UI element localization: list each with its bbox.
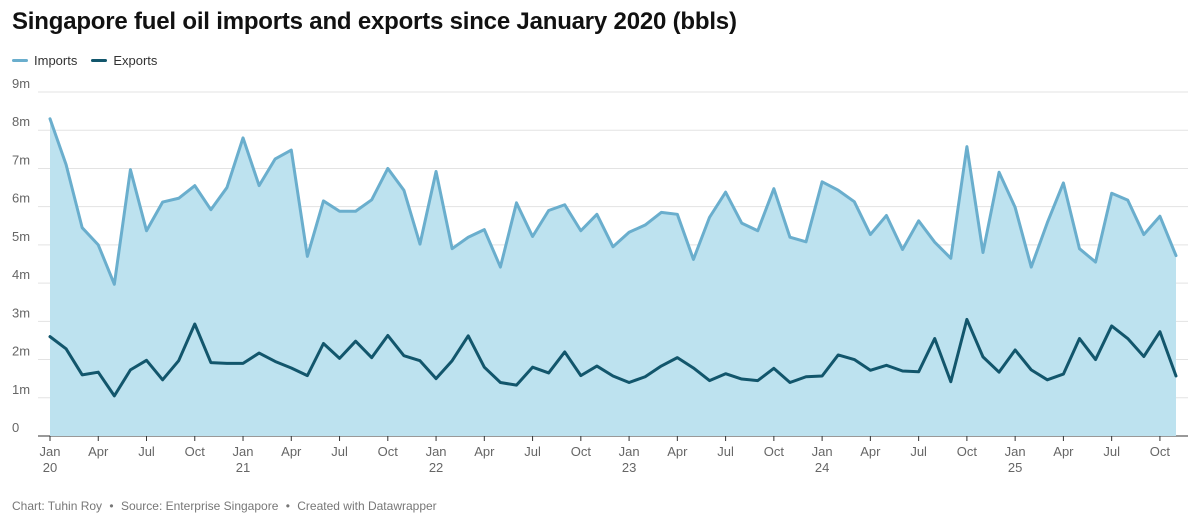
legend-label-exports: Exports [113,53,158,68]
footer: Chart: Tuhin Roy • Source: Enterprise Si… [12,499,437,513]
x-tick-year-label: 23 [622,460,636,475]
x-tick-label: Oct [571,444,592,459]
y-tick-label: 1m [12,382,30,397]
x-tick-label: Jul [717,444,734,459]
y-tick-label: 4m [12,267,30,282]
series-lines [48,117,1178,398]
footer-separator: • [109,499,114,513]
x-tick-label: Apr [474,444,495,459]
x-tick-year-label: 25 [1008,460,1022,475]
imports-line [48,117,1178,286]
exports-line [48,317,1178,398]
y-tick-label: 9m [12,76,30,91]
x-tick-year-label: 21 [236,460,250,475]
x-tick-label: Apr [667,444,688,459]
legend-item-exports: Exports [91,53,157,68]
exports-swatch [91,59,108,62]
imports-area-layer [50,118,1176,436]
x-tick-label: Jul [910,444,927,459]
x-tick-label: Jan [619,444,640,459]
y-tick-label: 2m [12,344,30,359]
x-tick-label: Jan [233,444,254,459]
x-tick-label: Jan [812,444,833,459]
x-tick-label: Oct [1150,444,1171,459]
imports-area [50,118,1176,436]
x-tick-label: Apr [860,444,881,459]
x-tick-label: Apr [88,444,109,459]
x-tick-label: Jan [1005,444,1026,459]
footer-created-with: Created with Datawrapper [297,499,437,513]
x-tick-label: Jan [40,444,61,459]
x-tick-label: Jul [524,444,541,459]
x-tick-label: Oct [764,444,785,459]
x-tick-year-label: 20 [43,460,57,475]
y-tick-label: 7m [12,152,30,167]
x-tick-year-label: 24 [815,460,829,475]
x-tick-label: Jul [138,444,155,459]
y-tick-label: 6m [12,191,30,206]
x-tick-label: Jul [331,444,348,459]
legend-item-imports: Imports [12,53,77,68]
x-tick-label: Apr [281,444,302,459]
x-tick-label: Oct [957,444,978,459]
legend-label-imports: Imports [34,53,78,68]
x-tick-label: Apr [1053,444,1074,459]
y-tick-label: 8m [12,114,30,129]
legend: Imports Exports [12,53,157,68]
x-tick-label: Oct [185,444,206,459]
y-tick-label: 3m [12,305,30,320]
x-tick-label: Jan [426,444,447,459]
footer-separator: • [285,499,290,513]
imports-swatch [12,59,28,62]
x-tick-label: Oct [378,444,399,459]
x-tick-label: Jul [1103,444,1120,459]
footer-source: Source: Enterprise Singapore [120,499,279,513]
y-tick-label: 0 [12,420,19,435]
footer-credit: Chart: Tuhin Roy [12,499,103,513]
x-tick-year-label: 22 [429,460,443,475]
chart-title: Singapore fuel oil imports and exports s… [12,8,737,35]
y-axis-ticks: 0 1m 2m 3m 4m 5m 6m 7m 8m 9m [12,76,30,435]
y-tick-label: 5m [12,229,30,244]
